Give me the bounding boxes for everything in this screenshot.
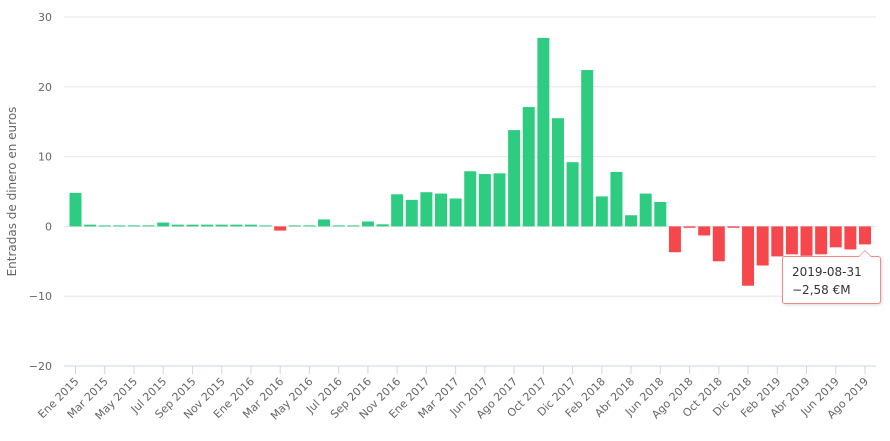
bar	[230, 224, 243, 227]
bar	[405, 199, 418, 227]
y-tick-label: 0	[45, 220, 52, 233]
bar	[551, 118, 564, 227]
bar	[113, 225, 126, 227]
bar	[201, 224, 214, 227]
bar	[815, 226, 828, 255]
bar	[332, 225, 345, 227]
bar	[756, 226, 769, 266]
bar	[347, 225, 360, 227]
bar	[493, 173, 506, 227]
bar	[654, 201, 667, 227]
bar	[361, 221, 374, 227]
bar	[508, 130, 521, 227]
bar	[727, 226, 740, 228]
bar	[595, 196, 608, 227]
bar	[318, 219, 331, 227]
bar	[391, 194, 404, 227]
bar	[800, 226, 813, 256]
y-axis-title: Entradas de dinero en euros	[5, 107, 19, 277]
bar	[478, 174, 491, 227]
bar	[127, 225, 140, 227]
bar	[464, 171, 477, 227]
bar	[98, 225, 111, 227]
bar	[186, 224, 199, 227]
bar	[537, 37, 550, 227]
tooltip: 2019-08-31 −2,58 €M	[782, 250, 881, 304]
bar	[771, 226, 784, 257]
bar	[683, 226, 696, 228]
y-tick-label: −10	[29, 290, 52, 303]
bar	[142, 225, 155, 227]
tooltip-value: −2,58 €M	[792, 283, 851, 297]
y-tick-label: −20	[29, 360, 52, 373]
bar	[274, 226, 287, 231]
tooltip-date: 2019-08-31	[792, 265, 862, 279]
bar	[712, 226, 725, 262]
bar	[829, 226, 842, 248]
bar	[859, 226, 871, 245]
bar	[303, 225, 316, 227]
bar	[566, 162, 579, 227]
bar	[639, 193, 652, 227]
bar	[610, 171, 623, 227]
bar	[435, 193, 448, 227]
bar	[449, 198, 462, 227]
bar	[785, 226, 798, 255]
bar	[522, 107, 535, 227]
bar	[420, 192, 433, 227]
bar	[215, 224, 228, 227]
bar	[844, 226, 857, 250]
bar	[171, 224, 184, 227]
y-tick-label: 30	[38, 11, 52, 24]
bar	[668, 226, 681, 253]
bar	[69, 192, 82, 227]
bar	[84, 224, 97, 227]
bar	[376, 224, 389, 227]
bar	[581, 70, 594, 227]
bar	[742, 226, 755, 286]
bar	[244, 224, 257, 227]
bar	[625, 215, 638, 227]
bar	[288, 225, 301, 227]
y-tick-label: 20	[38, 81, 52, 94]
bar	[157, 222, 170, 227]
y-tick-label: 10	[38, 151, 52, 164]
bar	[259, 225, 272, 227]
bar	[698, 226, 711, 236]
